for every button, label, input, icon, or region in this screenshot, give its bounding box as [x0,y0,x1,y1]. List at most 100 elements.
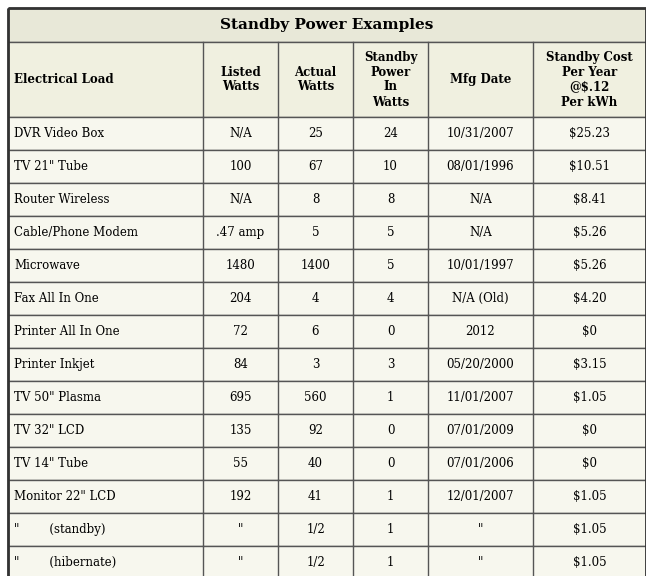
Text: $3.15: $3.15 [573,358,607,371]
Bar [8,546,646,576]
Text: ": " [238,523,243,536]
Text: 3: 3 [387,358,394,371]
Text: 1/2: 1/2 [306,556,325,569]
Bar [8,414,646,447]
Bar [8,513,646,546]
Text: 100: 100 [229,160,252,173]
Text: 1: 1 [387,391,394,404]
Text: 10/01/1997: 10/01/1997 [446,259,514,272]
Text: $0: $0 [582,325,597,338]
Text: 6: 6 [312,325,319,338]
Text: 695: 695 [229,391,252,404]
Bar [8,117,646,150]
Text: .47 amp: .47 amp [216,226,265,239]
Text: $5.26: $5.26 [573,226,607,239]
Text: Fax All In One: Fax All In One [14,292,99,305]
Bar [8,249,646,282]
Text: TV 21" Tube: TV 21" Tube [14,160,88,173]
Text: 5: 5 [387,259,394,272]
Text: 24: 24 [383,127,398,140]
Text: 12/01/2007: 12/01/2007 [447,490,514,503]
Text: 40: 40 [308,457,323,470]
Text: N/A (Old): N/A (Old) [452,292,509,305]
Text: 25: 25 [308,127,323,140]
Text: 1480: 1480 [225,259,255,272]
Text: 1/2: 1/2 [306,523,325,536]
Text: 10/31/2007: 10/31/2007 [446,127,514,140]
Text: Electrical Load: Electrical Load [14,73,114,86]
Text: Actual
Watts: Actual Watts [295,66,337,93]
Text: $10.51: $10.51 [569,160,610,173]
Text: 5: 5 [312,226,319,239]
Text: 05/20/2000: 05/20/2000 [446,358,514,371]
Bar [8,447,646,480]
Bar [8,282,646,315]
Text: $1.05: $1.05 [573,523,607,536]
Text: 08/01/1996: 08/01/1996 [446,160,514,173]
Bar [8,42,646,117]
Text: 3: 3 [312,358,319,371]
Text: 204: 204 [229,292,252,305]
Text: 8: 8 [387,193,394,206]
Text: $1.05: $1.05 [573,490,607,503]
Text: $0: $0 [582,457,597,470]
Text: N/A: N/A [469,226,492,239]
Bar [8,183,646,216]
Text: N/A: N/A [469,193,492,206]
Text: 07/01/2006: 07/01/2006 [446,457,514,470]
Text: ": " [478,523,483,536]
Text: ": " [478,556,483,569]
Bar [8,150,646,183]
Text: 5: 5 [387,226,394,239]
Text: 92: 92 [308,424,323,437]
Text: ": " [238,556,243,569]
Text: Cable/Phone Modem: Cable/Phone Modem [14,226,138,239]
Text: 10: 10 [383,160,398,173]
Text: DVR Video Box: DVR Video Box [14,127,104,140]
Text: 4: 4 [387,292,394,305]
Text: 1: 1 [387,556,394,569]
Text: "        (hibernate): " (hibernate) [14,556,116,569]
Text: $0: $0 [582,424,597,437]
Text: $4.20: $4.20 [573,292,607,305]
Bar [8,8,646,42]
Bar [8,480,646,513]
Text: Printer Inkjet: Printer Inkjet [14,358,94,371]
Text: Mfg Date: Mfg Date [450,73,511,86]
Text: Standby Power Examples: Standby Power Examples [220,18,433,32]
Text: 41: 41 [308,490,323,503]
Text: 55: 55 [233,457,248,470]
Text: "        (standby): " (standby) [14,523,105,536]
Text: $5.26: $5.26 [573,259,607,272]
Text: Router Wireless: Router Wireless [14,193,110,206]
Text: 2012: 2012 [466,325,495,338]
Text: 0: 0 [387,325,394,338]
Text: 0: 0 [387,457,394,470]
Text: Standby Cost
Per Year
@$.12
Per kWh: Standby Cost Per Year @$.12 Per kWh [546,51,633,108]
Text: 84: 84 [233,358,248,371]
Text: N/A: N/A [229,127,252,140]
Text: $8.41: $8.41 [573,193,606,206]
Text: 11/01/2007: 11/01/2007 [447,391,514,404]
Text: 1400: 1400 [300,259,331,272]
Text: 1: 1 [387,490,394,503]
Text: N/A: N/A [229,193,252,206]
Text: Microwave: Microwave [14,259,80,272]
Text: 0: 0 [387,424,394,437]
Bar [8,348,646,381]
Text: 192: 192 [229,490,252,503]
Text: 135: 135 [229,424,252,437]
Text: 4: 4 [312,292,319,305]
Text: Monitor 22" LCD: Monitor 22" LCD [14,490,116,503]
Text: Listed
Watts: Listed Watts [220,66,261,93]
Text: 07/01/2009: 07/01/2009 [446,424,514,437]
Text: 67: 67 [308,160,323,173]
Bar [8,381,646,414]
Text: Printer All In One: Printer All In One [14,325,120,338]
Text: Standby
Power
In
Watts: Standby Power In Watts [364,51,417,108]
Text: TV 14" Tube: TV 14" Tube [14,457,88,470]
Text: $25.23: $25.23 [569,127,610,140]
Text: TV 32" LCD: TV 32" LCD [14,424,84,437]
Text: 1: 1 [387,523,394,536]
Text: $1.05: $1.05 [573,556,607,569]
